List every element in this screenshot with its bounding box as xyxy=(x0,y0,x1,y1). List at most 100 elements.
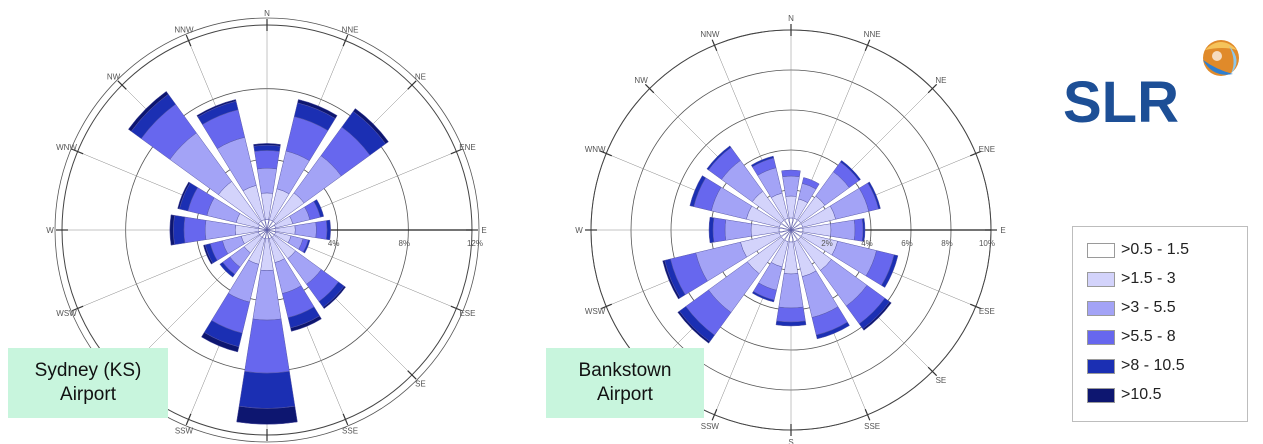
direction-label-ne: NE xyxy=(935,76,946,85)
tick xyxy=(864,409,871,421)
legend-label: >3 - 5.5 xyxy=(1121,299,1176,316)
rose-bar-sw-bin5 xyxy=(677,310,711,344)
rose-bar-w-bin4 xyxy=(173,215,186,245)
legend-label: >5.5 - 8 xyxy=(1121,328,1176,345)
direction-label-e: E xyxy=(481,226,486,235)
rose-bar-s-bin4 xyxy=(775,320,807,327)
rose-bar-n-bin3 xyxy=(254,150,280,170)
direction-label-s: S xyxy=(788,438,793,444)
legend-item: >10.5 xyxy=(1087,384,1161,406)
legend-label: >8 - 10.5 xyxy=(1121,357,1185,374)
direction-label-nw: NW xyxy=(634,76,648,85)
station-label-sydney: Sydney (KS) Airport xyxy=(8,348,168,418)
legend-swatch xyxy=(1087,300,1115,316)
rose-bar-nne-bin5 xyxy=(297,99,338,119)
tick xyxy=(450,305,463,312)
rose-bar-nw-bin4 xyxy=(706,145,732,171)
wind-rose-bankstown: NNNENEENEEESESESSESSSWSWWSWWWNWNWNNW2%4%… xyxy=(575,14,1005,444)
ring-label: 8% xyxy=(399,239,411,248)
rose-bar-nne-bin3 xyxy=(801,177,820,190)
rose-bar-ese-bin4 xyxy=(881,254,899,288)
direction-label-ssw: SSW xyxy=(175,426,194,435)
legend-swatch xyxy=(1087,242,1115,258)
tick xyxy=(407,80,417,90)
direction-label-ene: ENE xyxy=(459,143,475,152)
rose-bar-sse-bin5 xyxy=(290,315,322,332)
rose-bar-wnw-bin4 xyxy=(689,175,707,207)
rose-bar-ese-bin4 xyxy=(302,239,311,254)
rose-bar-w-bin3 xyxy=(712,217,727,243)
legend-item: >8 - 10.5 xyxy=(1087,355,1185,377)
legend-swatch xyxy=(1087,358,1115,374)
legend-label: >10.5 xyxy=(1121,386,1162,403)
direction-label-wnw: WNW xyxy=(56,143,77,152)
tick xyxy=(644,83,655,94)
rose-bar-se-bin5 xyxy=(862,301,892,331)
direction-label-nnw: NNW xyxy=(700,30,720,39)
direction-label-w: W xyxy=(575,226,583,235)
direction-label-n: N xyxy=(788,14,794,23)
rose-bar-ssw-bin5 xyxy=(201,332,240,353)
rose-bar-sw-bin4 xyxy=(219,261,236,278)
rose-bar-w-bin2 xyxy=(724,219,752,241)
tick xyxy=(711,39,718,51)
rose-bar-n-bin5 xyxy=(253,143,281,147)
legend-label: >1.5 - 3 xyxy=(1121,270,1176,287)
rose-bar-w-bin4 xyxy=(708,216,715,244)
rose-bar-ene-bin4 xyxy=(867,181,881,210)
rose-bar-e-bin2 xyxy=(830,219,856,241)
direction-label-nw: NW xyxy=(107,73,121,82)
rose-bar-e-bin3 xyxy=(853,218,864,242)
tick xyxy=(864,39,871,51)
rose-bar-s-bin3 xyxy=(776,306,806,323)
direction-label-wsw: WSW xyxy=(56,309,77,318)
tick xyxy=(600,150,612,157)
direction-label-ssw: SSW xyxy=(701,422,720,431)
rose-bar-ene-bin4 xyxy=(313,199,324,218)
rose-bar-e-bin3 xyxy=(315,220,328,240)
globe-icon xyxy=(1203,40,1239,76)
ring-label: 10% xyxy=(979,239,995,248)
direction-label-nnw: NNW xyxy=(174,26,194,35)
direction-label-wsw: WSW xyxy=(585,307,606,316)
rose-bar-e-bin4 xyxy=(861,218,866,242)
rose-bar-n-bin4 xyxy=(253,144,281,152)
legend-item: >1.5 - 3 xyxy=(1087,268,1176,290)
rose-bar-nw-bin5 xyxy=(128,91,169,132)
rose-bar-e-bin2 xyxy=(294,221,317,239)
legend-swatch xyxy=(1087,329,1115,345)
ring-label: 12% xyxy=(467,239,483,248)
ring-label: 6% xyxy=(901,239,913,248)
tick xyxy=(185,34,192,47)
legend-item: >5.5 - 8 xyxy=(1087,326,1176,348)
tick xyxy=(711,409,718,421)
tick xyxy=(71,148,84,155)
direction-label-sse: SSE xyxy=(342,426,358,435)
rose-bar-s-bin2 xyxy=(252,269,282,321)
legend-swatch xyxy=(1087,387,1115,403)
rose-bar-ne-bin4 xyxy=(840,160,861,181)
speed-legend: >0.5 - 1.5 >1.5 - 3 >3 - 5.5 >5.5 - 8 >8 - 1… xyxy=(1072,226,1248,422)
wind-rose-sydney: NNNENEENEEESESESSESSSWSWWSWWWNWNWNNW4%8%… xyxy=(46,9,486,444)
tick xyxy=(927,83,938,94)
tick xyxy=(927,366,938,377)
tick xyxy=(407,370,417,380)
direction-label-wnw: WNW xyxy=(585,145,606,154)
rose-bar-sse-bin4 xyxy=(815,321,850,340)
direction-label-se: SE xyxy=(415,379,426,388)
logo-wordmark: SLR xyxy=(1063,70,1179,130)
legend-item: >3 - 5.5 xyxy=(1087,297,1176,319)
grid-ring xyxy=(54,17,480,443)
rose-bar-s-bin3 xyxy=(244,318,290,374)
legend-item: >0.5 - 1.5 xyxy=(1087,239,1189,261)
rose-bar-nnw-bin4 xyxy=(750,155,775,168)
rose-bar-wsw-bin5 xyxy=(203,244,214,265)
tick xyxy=(970,303,982,310)
direction-label-sse: SSE xyxy=(864,422,880,431)
ring-label: 4% xyxy=(328,239,340,248)
rose-bar-w-bin2 xyxy=(204,220,236,240)
rose-bars xyxy=(128,91,389,425)
slr-logo: SLR xyxy=(1063,40,1239,130)
station-label-bankstown: Bankstown Airport xyxy=(546,348,704,418)
tick xyxy=(450,148,463,155)
